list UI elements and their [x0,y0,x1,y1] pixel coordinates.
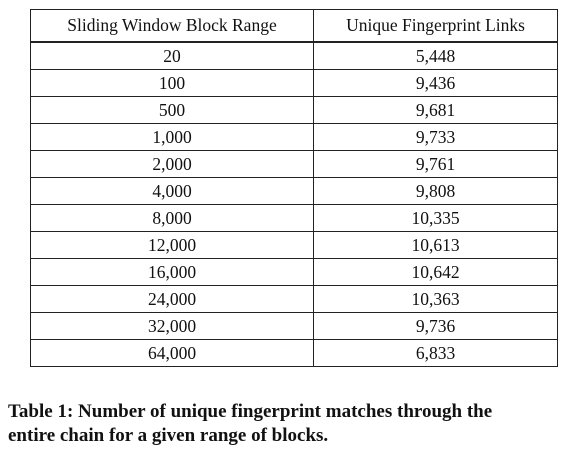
fingerprint-links-cell: 10,613 [313,231,558,259]
table-row: 64,000 6,833 [30,339,558,367]
table-row: 12,000 10,613 [30,231,558,259]
fingerprint-links-cell: 9,733 [313,123,558,151]
block-range-cell: 1,000 [30,123,314,151]
header-block-range: Sliding Window Block Range [30,9,314,43]
table-row: 8,000 10,335 [30,204,558,232]
fingerprint-links-cell: 9,681 [313,96,558,124]
results-table-container: Sliding Window Block Range Unique Finger… [30,9,558,367]
table-header: Sliding Window Block Range Unique Finger… [30,9,558,43]
header-fingerprint-links: Unique Fingerprint Links [313,9,558,43]
table-caption: Table 1: Number of unique fingerprint ma… [8,400,583,448]
header-row: Sliding Window Block Range Unique Finger… [30,9,558,43]
caption-line-1: Table 1: Number of unique fingerprint ma… [8,401,493,422]
fingerprint-links-cell: 5,448 [313,41,558,70]
table-body: 20 5,448 100 9,436 500 9,681 1,000 9,733… [30,41,558,367]
block-range-cell: 64,000 [30,339,314,367]
block-range-cell: 2,000 [30,150,314,178]
block-range-cell: 500 [30,96,314,124]
table-row: 16,000 10,642 [30,258,558,286]
fingerprint-links-cell: 9,436 [313,69,558,97]
results-table: Sliding Window Block Range Unique Finger… [30,9,558,367]
table-row: 500 9,681 [30,96,558,124]
fingerprint-links-cell: 9,808 [313,177,558,205]
fingerprint-links-cell: 9,761 [313,150,558,178]
fingerprint-links-cell: 10,335 [313,204,558,232]
block-range-cell: 12,000 [30,231,314,259]
block-range-cell: 16,000 [30,258,314,286]
block-range-cell: 4,000 [30,177,314,205]
table-row: 1,000 9,733 [30,123,558,151]
block-range-cell: 8,000 [30,204,314,232]
table-row: 32,000 9,736 [30,312,558,340]
caption-line-2: entire chain for a given range of blocks… [8,425,329,446]
table-row: 20 5,448 [30,41,558,70]
block-range-cell: 20 [30,41,314,70]
fingerprint-links-cell: 10,363 [313,285,558,313]
table-row: 24,000 10,363 [30,285,558,313]
fingerprint-links-cell: 6,833 [313,339,558,367]
block-range-cell: 24,000 [30,285,314,313]
block-range-cell: 100 [30,69,314,97]
block-range-cell: 32,000 [30,312,314,340]
table-row: 4,000 9,808 [30,177,558,205]
table-row: 2,000 9,761 [30,150,558,178]
fingerprint-links-cell: 10,642 [313,258,558,286]
table-row: 100 9,436 [30,69,558,97]
fingerprint-links-cell: 9,736 [313,312,558,340]
